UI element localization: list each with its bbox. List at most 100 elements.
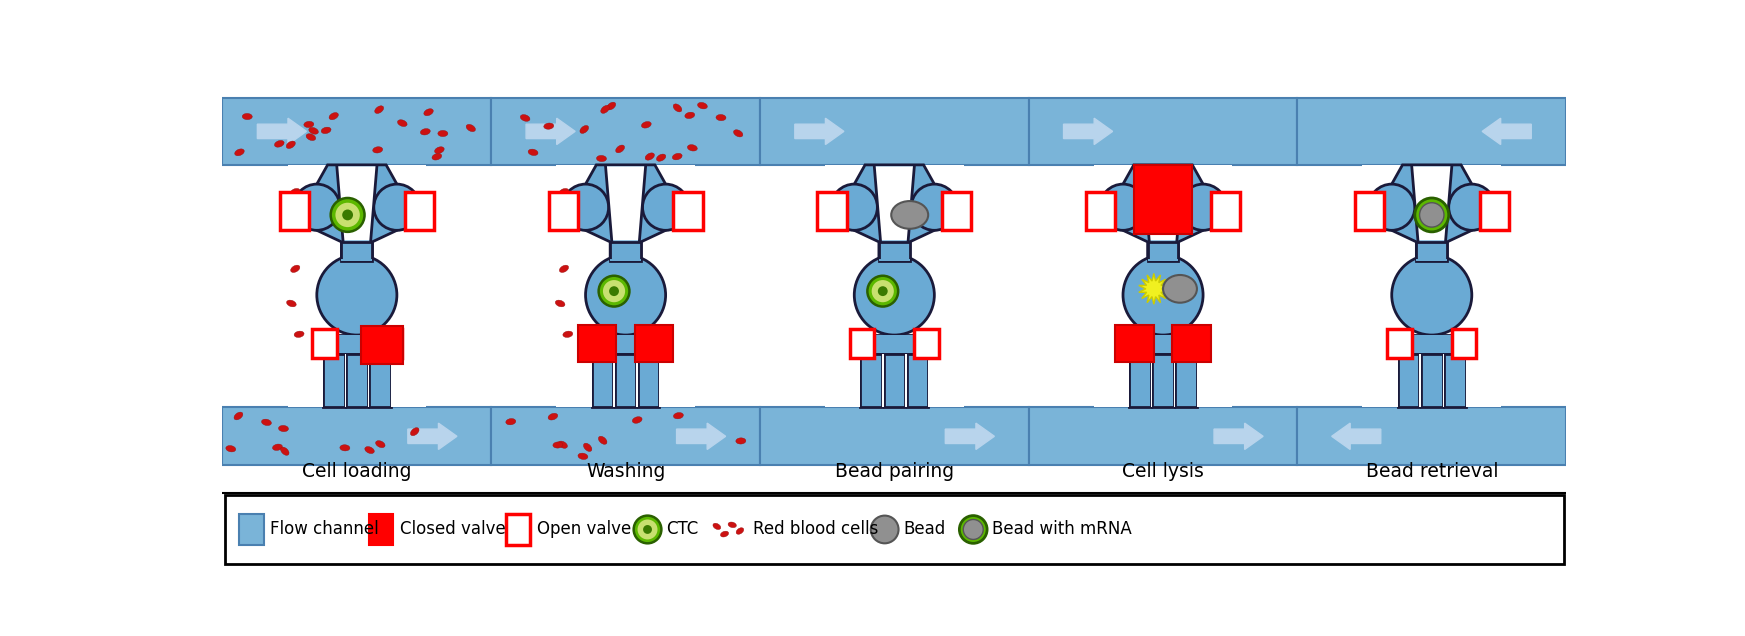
Bar: [1176, 354, 1197, 408]
Ellipse shape: [656, 154, 667, 162]
Bar: [1197, 354, 1202, 408]
Ellipse shape: [373, 147, 382, 153]
Bar: [342, 242, 372, 261]
Circle shape: [1393, 255, 1471, 335]
Ellipse shape: [321, 127, 332, 134]
Circle shape: [1448, 184, 1495, 230]
Ellipse shape: [558, 441, 567, 448]
Circle shape: [599, 276, 630, 307]
Ellipse shape: [632, 417, 642, 424]
Bar: [492, 165, 759, 408]
Ellipse shape: [424, 109, 433, 116]
Bar: [592, 354, 612, 408]
Ellipse shape: [305, 134, 316, 141]
Circle shape: [960, 516, 988, 543]
Bar: [548, 192, 578, 230]
Ellipse shape: [679, 200, 688, 207]
Bar: [223, 98, 492, 165]
Bar: [759, 408, 1028, 465]
FancyArrow shape: [946, 423, 995, 450]
Bar: [1028, 165, 1297, 408]
Bar: [1452, 329, 1476, 358]
Ellipse shape: [330, 113, 339, 120]
Text: Bead retrieval: Bead retrieval: [1366, 462, 1497, 481]
Polygon shape: [606, 167, 646, 240]
Circle shape: [1420, 203, 1443, 227]
Bar: [1297, 165, 1567, 408]
Ellipse shape: [243, 113, 253, 120]
Bar: [1183, 329, 1208, 358]
Ellipse shape: [555, 300, 565, 307]
Bar: [312, 329, 337, 358]
Bar: [883, 354, 906, 408]
Circle shape: [1415, 198, 1448, 232]
Circle shape: [911, 184, 958, 230]
Circle shape: [637, 520, 658, 539]
Bar: [1152, 354, 1174, 408]
Circle shape: [562, 184, 609, 230]
Text: Bead: Bead: [904, 520, 946, 539]
Bar: [660, 354, 665, 408]
Ellipse shape: [714, 523, 721, 530]
Circle shape: [878, 286, 888, 296]
Ellipse shape: [721, 531, 729, 537]
Bar: [1124, 354, 1129, 408]
Polygon shape: [855, 335, 934, 354]
Polygon shape: [879, 259, 909, 261]
Ellipse shape: [410, 200, 419, 207]
Polygon shape: [1124, 165, 1202, 261]
Bar: [239, 514, 263, 545]
Polygon shape: [586, 335, 665, 354]
Text: Cell loading: Cell loading: [302, 462, 412, 481]
Circle shape: [342, 209, 352, 220]
Bar: [1297, 408, 1567, 465]
Ellipse shape: [309, 127, 318, 134]
Ellipse shape: [698, 102, 707, 109]
FancyArrow shape: [257, 118, 307, 144]
Bar: [1085, 192, 1115, 230]
Circle shape: [609, 286, 619, 296]
Bar: [1211, 192, 1241, 230]
Bar: [225, 495, 1564, 563]
Bar: [1297, 98, 1567, 165]
Bar: [1028, 408, 1297, 465]
FancyArrow shape: [408, 423, 457, 450]
Ellipse shape: [290, 188, 300, 195]
Ellipse shape: [279, 425, 288, 432]
Bar: [1129, 354, 1150, 408]
Ellipse shape: [579, 125, 588, 134]
Bar: [1354, 192, 1384, 230]
FancyArrow shape: [1215, 423, 1263, 450]
Bar: [1398, 354, 1419, 408]
Ellipse shape: [272, 444, 283, 450]
Polygon shape: [855, 165, 934, 261]
FancyArrow shape: [677, 423, 726, 450]
Ellipse shape: [529, 149, 537, 156]
Ellipse shape: [435, 147, 445, 153]
FancyArrow shape: [794, 118, 845, 144]
Ellipse shape: [291, 265, 300, 272]
Ellipse shape: [674, 104, 682, 112]
Polygon shape: [1393, 335, 1471, 353]
Ellipse shape: [684, 112, 695, 118]
Text: Open valve: Open valve: [537, 520, 632, 539]
Circle shape: [642, 184, 689, 230]
Circle shape: [1099, 184, 1146, 230]
Bar: [492, 98, 759, 165]
Ellipse shape: [234, 412, 243, 420]
Polygon shape: [1143, 167, 1183, 240]
Ellipse shape: [736, 438, 745, 444]
Bar: [578, 325, 616, 362]
Ellipse shape: [600, 106, 609, 113]
Ellipse shape: [871, 516, 899, 543]
Circle shape: [1124, 255, 1202, 335]
Ellipse shape: [433, 153, 441, 160]
Bar: [1363, 165, 1501, 408]
Ellipse shape: [583, 443, 592, 452]
Ellipse shape: [544, 123, 553, 129]
Ellipse shape: [672, 153, 682, 160]
Bar: [323, 354, 344, 408]
Bar: [370, 354, 391, 408]
Ellipse shape: [225, 446, 236, 452]
Bar: [368, 514, 393, 545]
